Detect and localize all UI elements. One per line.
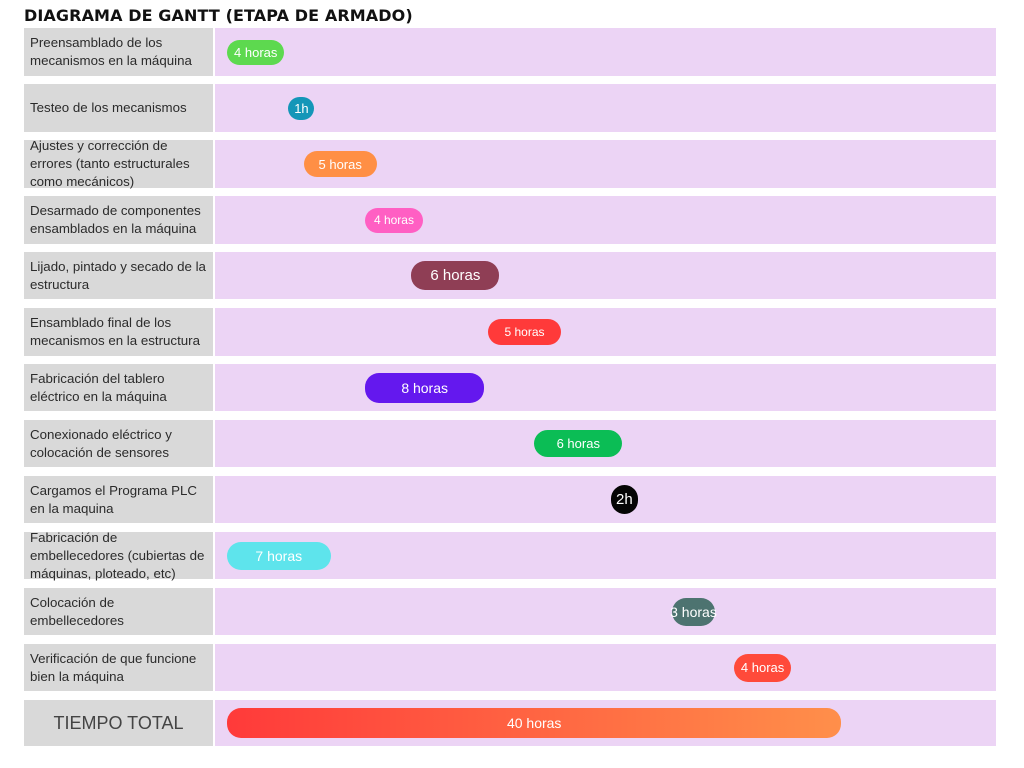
task-row: Cargamos el Programa PLC en la maquina 2h: [24, 476, 996, 523]
task-bar: 2h: [611, 485, 638, 514]
task-timeline: 3 horas: [215, 588, 996, 635]
task-timeline: 4 horas: [215, 196, 996, 244]
total-bar: 40 horas: [227, 708, 842, 738]
task-row: Ensamblado final de los mecanismos en la…: [24, 308, 996, 356]
task-name: Desarmado de componentes ensamblados en …: [24, 196, 213, 244]
task-bar: 3 horas: [670, 597, 717, 626]
task-bar: 4 horas: [365, 207, 423, 233]
task-timeline: 8 horas: [215, 364, 996, 411]
task-timeline: 6 horas: [215, 420, 996, 467]
task-name: Fabricación de embellecedores (cubiertas…: [24, 530, 213, 581]
total-timeline: 40 horas: [215, 700, 996, 746]
task-timeline: 5 horas: [215, 308, 996, 356]
task-row: Conexionado eléctrico y colocación de se…: [24, 420, 996, 467]
task-bar: 1h: [288, 96, 315, 120]
task-name: Ensamblado final de los mecanismos en la…: [24, 308, 213, 356]
task-row: Verificación de que funcione bien la máq…: [24, 644, 996, 691]
task-row: Lijado, pintado y secado de la estructur…: [24, 252, 996, 299]
task-row: Fabricación de embellecedores (cubiertas…: [24, 530, 996, 581]
task-bar: 4 horas: [733, 653, 792, 682]
total-label: TIEMPO TOTAL: [24, 700, 213, 746]
task-name: Cargamos el Programa PLC en la maquina: [24, 476, 213, 523]
task-timeline: 4 horas: [215, 644, 996, 691]
task-timeline: 7 horas: [215, 532, 996, 579]
task-row: Preensamblado de los mecanismos en la má…: [24, 28, 996, 76]
task-bar: 5 horas: [303, 151, 377, 177]
task-bar: 7 horas: [227, 541, 331, 570]
task-timeline: 1h: [215, 84, 996, 132]
task-row: Desarmado de componentes ensamblados en …: [24, 196, 996, 244]
chart-title: DIAGRAMA DE GANTT (ETAPA DE ARMADO): [24, 6, 413, 25]
task-name: Fabricación del tablero eléctrico en la …: [24, 364, 213, 411]
task-bar: 4 horas: [227, 39, 285, 65]
task-bar: 6 horas: [411, 261, 500, 290]
task-name: Conexionado eléctrico y colocación de se…: [24, 420, 213, 467]
task-name: Verificación de que funcione bien la máq…: [24, 644, 213, 691]
task-name: Ajustes y corrección de errores (tanto e…: [24, 138, 213, 189]
task-name: Colocación de embellecedores: [24, 588, 213, 635]
task-bar: 8 horas: [365, 372, 485, 403]
task-row: Ajustes y corrección de errores (tanto e…: [24, 138, 996, 189]
task-row: Fabricación del tablero eléctrico en la …: [24, 364, 996, 411]
task-timeline: 5 horas: [215, 140, 996, 188]
task-name: Lijado, pintado y secado de la estructur…: [24, 252, 213, 299]
task-timeline: 4 horas: [215, 28, 996, 76]
task-name: Preensamblado de los mecanismos en la má…: [24, 28, 213, 76]
task-bar: 6 horas: [534, 430, 623, 457]
task-name: Testeo de los mecanismos: [24, 84, 213, 132]
task-timeline: 6 horas: [215, 252, 996, 299]
task-row: Colocación de embellecedores 3 horas: [24, 588, 996, 635]
task-row: Testeo de los mecanismos 1h: [24, 84, 996, 132]
total-row: TIEMPO TOTAL 40 horas: [24, 700, 996, 746]
task-bar: 5 horas: [488, 319, 561, 345]
task-timeline: 2h: [215, 476, 996, 523]
